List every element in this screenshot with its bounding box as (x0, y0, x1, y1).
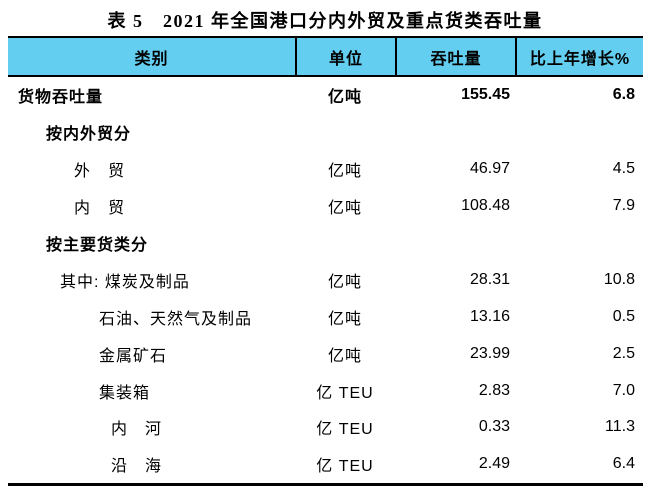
throughput-cell: 2.49 (478, 455, 510, 473)
header-category: 类别 (134, 50, 169, 68)
throughput-cell: 46.97 (469, 160, 510, 178)
table-row: 货物吞吐量 亿吨 155.45 6.8 (8, 77, 643, 114)
throughput-cell: 155.45 (461, 86, 510, 104)
category-cell: 其中: 煤炭及制品 (60, 273, 190, 291)
category-cell: 按主要货类分 (46, 237, 149, 254)
category-cell: 外 贸 (74, 163, 126, 181)
header-unit: 单位 (295, 38, 395, 75)
unit-cell: 亿吨 (327, 200, 362, 218)
throughput-cell: 2.83 (478, 381, 510, 399)
growth-cell: 10.8 (603, 270, 635, 288)
category-cell: 内 河 (111, 421, 163, 439)
table-header-row: 类别 单位 吞吐量 比上年增长% (8, 36, 643, 77)
category-cell: 沿 海 (111, 458, 163, 476)
unit-cell: 亿吨 (327, 310, 362, 328)
table-row: 内 贸 亿吨 108.48 7.9 (8, 188, 643, 225)
growth-cell: 4.5 (612, 160, 635, 178)
unit-cell: 亿 TEU (316, 458, 374, 476)
throughput-cell: 13.16 (469, 307, 510, 325)
throughput-cell: 28.31 (469, 270, 510, 288)
growth-cell: 2.5 (612, 344, 635, 362)
unit-cell: 亿 TEU (316, 384, 374, 402)
growth-cell: 0.5 (612, 307, 635, 325)
category-cell: 按内外贸分 (46, 126, 132, 144)
table-row: 石油、天然气及制品 亿吨 13.16 0.5 (8, 298, 643, 335)
table-row: 其中: 煤炭及制品 亿吨 28.31 10.8 (8, 261, 643, 298)
growth-cell: 6.8 (612, 86, 635, 104)
page-title: 表 5 2021 年全国港口分内外贸及重点货类吞吐量 (107, 11, 543, 31)
throughput-table: 类别 单位 吞吐量 比上年增长% 货物吞吐量 亿吨 155.45 6.8 按内外… (8, 36, 643, 486)
growth-cell: 6.4 (612, 455, 635, 473)
table-row: 集装箱 亿 TEU 2.83 7.0 (8, 372, 643, 409)
header-throughput: 吞吐量 (395, 38, 515, 75)
throughput-cell: 23.99 (469, 344, 510, 362)
category-cell: 集装箱 (99, 384, 151, 402)
unit-cell: 亿吨 (327, 89, 362, 107)
unit-cell: 亿 TEU (316, 421, 374, 439)
header-growth: 比上年增长% (515, 38, 643, 75)
table-body: 货物吞吐量 亿吨 155.45 6.8 按内外贸分 外 贸 亿吨 46.97 4… (8, 77, 643, 483)
throughput-cell: 108.48 (461, 197, 510, 215)
growth-cell: 11.3 (605, 418, 635, 436)
category-cell: 金属矿石 (99, 347, 168, 365)
table-row: 沿 海 亿 TEU 2.49 6.4 (8, 446, 643, 483)
growth-cell: 7.9 (612, 197, 635, 215)
category-cell: 内 贸 (74, 200, 126, 218)
table-row: 按主要货类分 (8, 225, 643, 262)
growth-cell: 7.0 (612, 381, 635, 399)
unit-cell: 亿吨 (327, 163, 362, 181)
table-row: 外 贸 亿吨 46.97 4.5 (8, 151, 643, 188)
category-cell: 石油、天然气及制品 (99, 310, 253, 328)
table-row: 内 河 亿 TEU 0.33 11.3 (8, 409, 643, 446)
unit-cell: 亿吨 (327, 347, 362, 365)
unit-cell: 亿吨 (327, 273, 362, 291)
throughput-cell: 0.33 (478, 418, 510, 436)
category-cell: 货物吞吐量 (18, 89, 104, 107)
table-row: 按内外贸分 (8, 114, 643, 151)
table-row: 金属矿石 亿吨 23.99 2.5 (8, 335, 643, 372)
